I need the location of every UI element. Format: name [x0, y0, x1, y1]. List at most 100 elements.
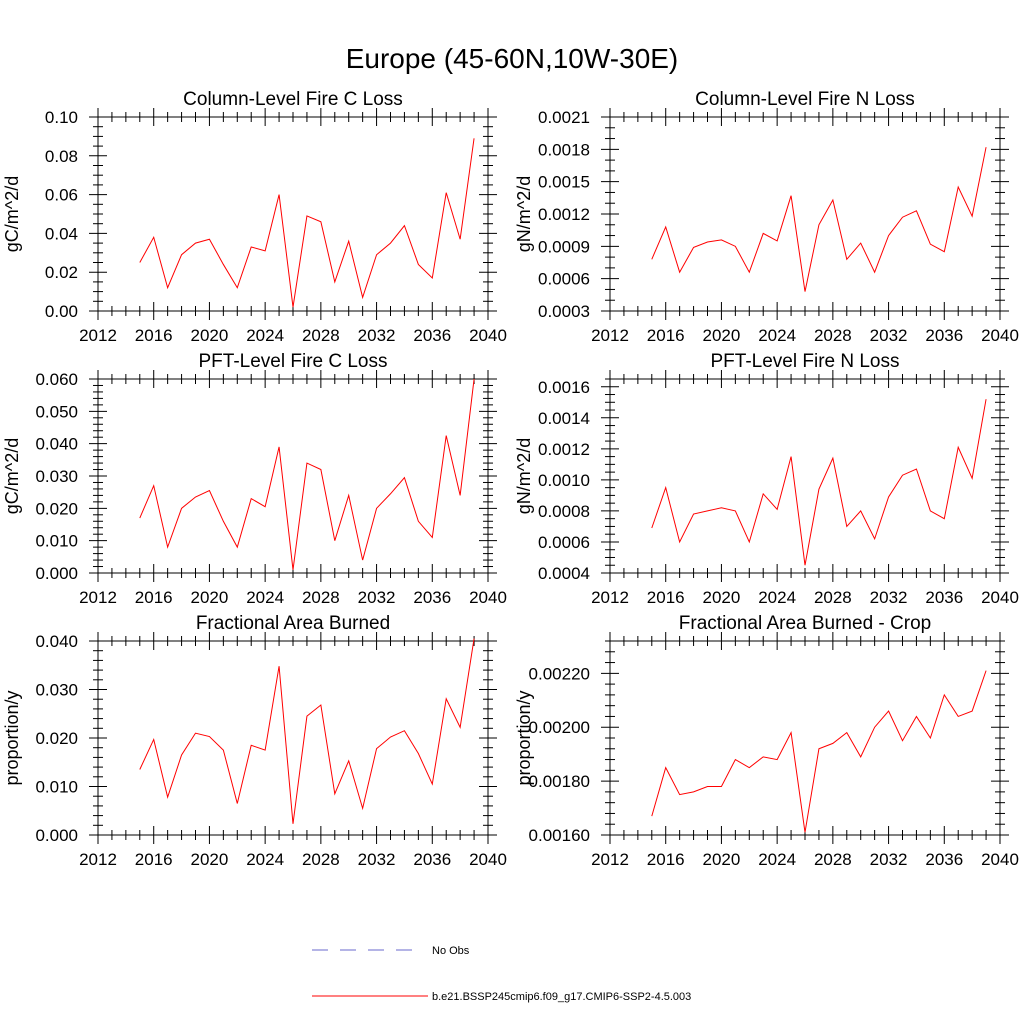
- y-tick-label: 0.0021: [538, 108, 590, 127]
- y-tick-label: 0.00160: [529, 826, 590, 845]
- x-tick-label: 2024: [246, 326, 284, 345]
- y-axis-label: gC/m^2/d: [2, 176, 22, 252]
- y-tick-label: 0.00220: [529, 664, 590, 683]
- y-tick-label: 0.020: [35, 499, 78, 518]
- x-tick-label: 2028: [814, 588, 852, 607]
- x-tick-label: 2036: [925, 588, 963, 607]
- panel-title: Fractional Area Burned - Crop: [679, 613, 931, 634]
- x-tick-label: 2028: [302, 326, 340, 345]
- y-tick-label: 0.050: [35, 402, 78, 421]
- y-tick-label: 0.030: [35, 467, 78, 486]
- x-tick-label: 2024: [758, 588, 796, 607]
- y-axis-label: proportion/y: [514, 690, 534, 785]
- panel-area-burned: Fractional Area Burned proportion/y 2012 20…: [2, 613, 507, 869]
- x-tick-label: 2020: [191, 850, 229, 869]
- y-tick-label: 0.0003: [538, 302, 590, 321]
- panel-title: PFT-Level Fire C Loss: [199, 351, 388, 372]
- x-tick-label: 2036: [413, 850, 451, 869]
- panel-title: PFT-Level Fire N Loss: [711, 351, 900, 372]
- x-tick-label: 2020: [191, 326, 229, 345]
- x-tick-label: 2016: [647, 588, 685, 607]
- x-tick-label: 2028: [814, 850, 852, 869]
- y-axis-label: proportion/y: [2, 690, 22, 785]
- y-tick-label: 0.08: [45, 147, 78, 166]
- x-tick-label: 2040: [469, 588, 507, 607]
- x-tick-label: 2020: [703, 850, 741, 869]
- panel-title: Fractional Area Burned: [196, 613, 390, 634]
- series-line: [651, 147, 987, 292]
- x-tick-label: 2040: [469, 326, 507, 345]
- y-tick-label: 0.00200: [529, 718, 590, 737]
- y-tick-label: 0.060: [35, 370, 78, 389]
- y-tick-label: 0.020: [35, 729, 78, 748]
- series-line: [139, 138, 475, 308]
- x-tick-label: 2016: [135, 326, 173, 345]
- x-tick-label: 2012: [591, 850, 629, 869]
- x-tick-label: 2032: [870, 588, 908, 607]
- series-line: [139, 638, 475, 824]
- y-tick-label: 0.0012: [538, 440, 590, 459]
- y-tick-label: 0.000: [35, 564, 78, 583]
- x-tick-label: 2028: [814, 326, 852, 345]
- y-tick-label: 0.0016: [538, 378, 590, 397]
- legend: No Obs b.e21.BSSP245cmip6.f09_g17.CMIP6-…: [312, 945, 691, 1003]
- x-tick-label: 2036: [925, 850, 963, 869]
- y-tick-label: 0.0010: [538, 471, 590, 490]
- y-tick-label: 0.10: [45, 108, 78, 127]
- x-tick-label: 2036: [925, 326, 963, 345]
- plot-frame: [97, 378, 489, 574]
- y-tick-label: 0.000: [35, 826, 78, 845]
- x-tick-label: 2012: [79, 850, 117, 869]
- y-axis-label: gC/m^2/d: [2, 438, 22, 514]
- panels: Column-Level Fire C Loss gC/m^2/d 2012 2016…: [2, 89, 1019, 869]
- y-tick-label: 0.030: [35, 681, 78, 700]
- y-axis-label: gN/m^2/d: [514, 438, 534, 514]
- y-tick-label: 0.0006: [538, 270, 590, 289]
- y-tick-label: 0.010: [35, 778, 78, 797]
- plot-frame: [609, 640, 1001, 836]
- series-line: [139, 378, 475, 570]
- plot-frame: [609, 378, 1001, 574]
- x-tick-label: 2032: [358, 850, 396, 869]
- panel-area-burned-crop: Fractional Area Burned - Crop proportion/…: [514, 613, 1019, 869]
- x-tick-label: 2036: [413, 588, 451, 607]
- y-tick-label: 0.0018: [538, 140, 590, 159]
- x-tick-label: 2028: [302, 850, 340, 869]
- y-tick-label: 0.0006: [538, 533, 590, 552]
- y-axis-label: gN/m^2/d: [514, 176, 534, 252]
- x-tick-label: 2016: [647, 326, 685, 345]
- x-tick-label: 2024: [246, 588, 284, 607]
- x-tick-label: 2016: [135, 850, 173, 869]
- panel-col-c-loss: Column-Level Fire C Loss gC/m^2/d 2012 2016…: [2, 89, 507, 345]
- x-tick-label: 2040: [981, 326, 1019, 345]
- x-tick-label: 2040: [981, 850, 1019, 869]
- x-tick-label: 2016: [647, 850, 685, 869]
- series-line: [651, 399, 987, 566]
- x-tick-label: 2016: [135, 588, 173, 607]
- y-tick-label: 0.0009: [538, 237, 590, 256]
- panel-col-n-loss: Column-Level Fire N Loss gN/m^2/d 2012 2016…: [514, 89, 1019, 345]
- x-tick-label: 2024: [246, 850, 284, 869]
- y-tick-label: 0.04: [45, 224, 78, 243]
- x-tick-label: 2012: [591, 326, 629, 345]
- y-tick-label: 0.00180: [529, 772, 590, 791]
- y-tick-label: 0.0008: [538, 502, 590, 521]
- x-tick-label: 2020: [191, 588, 229, 607]
- y-tick-label: 0.0012: [538, 205, 590, 224]
- y-tick-label: 0.0014: [538, 409, 590, 428]
- panel-pft-c-loss: PFT-Level Fire C Loss gC/m^2/d 2012 2016 202…: [2, 351, 507, 607]
- x-tick-label: 2024: [758, 326, 796, 345]
- x-tick-label: 2020: [703, 588, 741, 607]
- legend-label-no-obs: No Obs: [432, 945, 470, 957]
- x-tick-label: 2032: [358, 326, 396, 345]
- x-tick-label: 2040: [469, 850, 507, 869]
- x-tick-label: 2012: [591, 588, 629, 607]
- plot-frame: [97, 640, 489, 836]
- panel-pft-n-loss: PFT-Level Fire N Loss gN/m^2/d 2012 2016 202…: [514, 351, 1019, 607]
- x-tick-label: 2024: [758, 850, 796, 869]
- plot-frame: [609, 116, 1001, 312]
- panel-title: Column-Level Fire C Loss: [183, 89, 403, 110]
- x-tick-label: 2040: [981, 588, 1019, 607]
- x-tick-label: 2036: [413, 326, 451, 345]
